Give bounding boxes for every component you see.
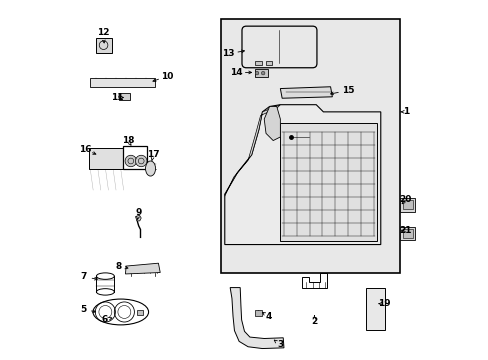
Polygon shape [224, 105, 380, 244]
Text: 5: 5 [80, 305, 86, 314]
Text: 4: 4 [265, 312, 271, 321]
Bar [254, 69, 267, 77]
Bar [400, 226, 414, 240]
Bar [254, 310, 261, 316]
Text: 11: 11 [111, 93, 123, 102]
Text: 16: 16 [79, 145, 91, 154]
Text: 9: 9 [135, 208, 142, 217]
Bar [122, 146, 147, 168]
Text: 1: 1 [402, 107, 408, 116]
Text: 18: 18 [122, 136, 134, 145]
Polygon shape [280, 87, 332, 98]
Text: 13: 13 [222, 49, 234, 58]
Text: 17: 17 [146, 150, 159, 159]
Bar [265, 61, 272, 65]
Polygon shape [264, 107, 280, 140]
Text: 8: 8 [116, 262, 122, 271]
Text: 2: 2 [311, 317, 317, 326]
Text: 21: 21 [399, 226, 411, 235]
Circle shape [125, 155, 136, 167]
Bar [402, 229, 412, 238]
Bar [402, 200, 412, 210]
Bar [137, 310, 142, 315]
Bar [221, 19, 400, 273]
Polygon shape [125, 263, 160, 274]
Polygon shape [96, 39, 112, 53]
Bar [366, 288, 384, 330]
Bar [255, 61, 261, 65]
Text: 7: 7 [80, 272, 86, 281]
Bar [88, 148, 124, 169]
Text: 3: 3 [277, 341, 283, 350]
Circle shape [135, 155, 147, 167]
Text: 10: 10 [161, 72, 173, 81]
Circle shape [255, 71, 258, 75]
Circle shape [261, 71, 264, 75]
Text: 6: 6 [102, 315, 107, 324]
Text: 20: 20 [399, 195, 411, 204]
Ellipse shape [145, 161, 155, 176]
Bar [400, 198, 414, 212]
Text: 15: 15 [342, 86, 354, 95]
Text: 12: 12 [97, 28, 109, 37]
FancyBboxPatch shape [242, 26, 316, 68]
Polygon shape [224, 105, 280, 196]
Polygon shape [135, 215, 141, 221]
Polygon shape [230, 288, 284, 348]
Bar [119, 93, 129, 100]
Text: 14: 14 [229, 68, 242, 77]
Text: 19: 19 [377, 299, 390, 308]
Polygon shape [90, 78, 155, 87]
Bar [280, 123, 376, 241]
